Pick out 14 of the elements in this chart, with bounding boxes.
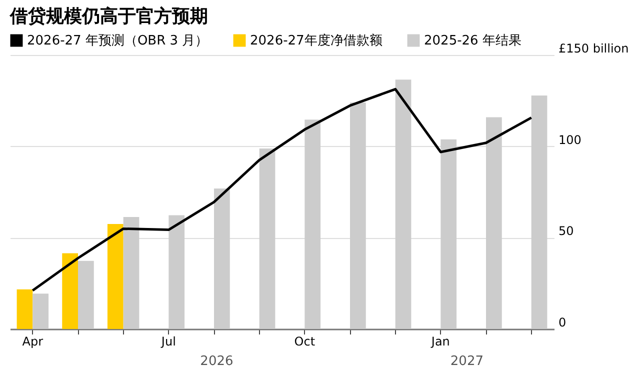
x-tick-label: Apr — [22, 334, 44, 348]
text: 2027 — [450, 354, 484, 369]
y-tick-label: 0 — [558, 316, 566, 330]
text: 2026 — [200, 354, 234, 369]
chart-title: 借贷规模仍高于官方预期 — [9, 6, 208, 27]
legend-label: 2026-27年度净借款额 — [250, 32, 382, 49]
legend-label: 2026-27 年预测（OBR 3 月） — [27, 34, 208, 49]
x-tick-label: Oct — [294, 334, 316, 348]
y-tick-label: 100 — [558, 132, 582, 147]
x-tick-label: Jul — [160, 334, 176, 348]
y-tick-label: £150 billion — [558, 42, 629, 56]
y-tick-label: 50 — [558, 224, 574, 238]
x-tick-label: Jan — [430, 334, 450, 348]
legend-label: 2025-26 年结果 — [424, 34, 522, 49]
